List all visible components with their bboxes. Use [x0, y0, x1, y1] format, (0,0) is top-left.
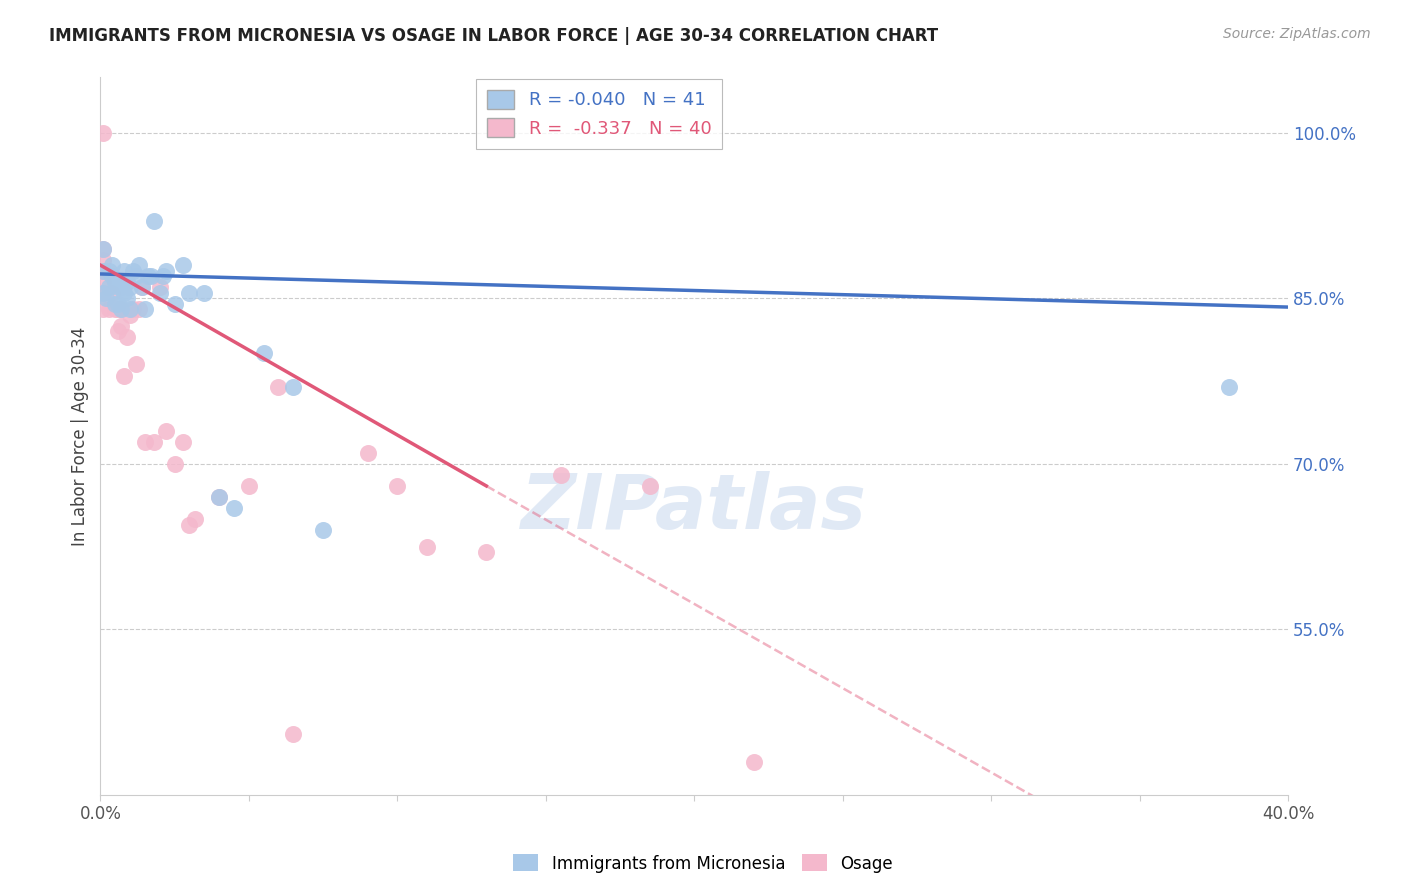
Point [128, 302, 150, 317]
Point [101, 258, 124, 272]
Point [91, 242, 114, 256]
Point [136, 269, 159, 284]
Point [283, 727, 305, 741]
Point [91, 285, 114, 300]
Point [283, 379, 305, 393]
Point [142, 434, 165, 449]
Point [125, 358, 148, 372]
Point [139, 269, 162, 284]
Point [118, 308, 141, 322]
Point [184, 512, 207, 526]
Point [91, 126, 114, 140]
Point [152, 269, 174, 284]
Point [312, 523, 335, 537]
Text: ZIPatlas: ZIPatlas [522, 471, 868, 545]
Point [155, 263, 177, 277]
Point [110, 302, 132, 317]
Point [101, 285, 124, 300]
Point [149, 280, 172, 294]
Point [91, 252, 114, 267]
Point [110, 280, 132, 294]
Legend: Immigrants from Micronesia, Osage: Immigrants from Micronesia, Osage [506, 847, 900, 880]
Point [91, 275, 114, 289]
Point [104, 275, 127, 289]
Point [96, 291, 118, 305]
Point [222, 501, 245, 516]
Point [104, 302, 127, 317]
Point [179, 517, 201, 532]
Point [91, 285, 114, 300]
Point [112, 263, 135, 277]
Point [638, 479, 661, 493]
Point [163, 457, 186, 471]
Point [107, 324, 129, 338]
Point [238, 479, 260, 493]
Point [163, 297, 186, 311]
Point [173, 258, 195, 272]
Point [134, 434, 156, 449]
Point [142, 214, 165, 228]
Point [149, 285, 172, 300]
Point [134, 302, 156, 317]
Point [387, 479, 409, 493]
Point [125, 269, 148, 284]
Point [112, 368, 135, 383]
Point [122, 263, 145, 277]
Point [118, 302, 141, 317]
Point [98, 302, 121, 317]
Point [112, 285, 135, 300]
Point [475, 545, 498, 559]
Point [91, 263, 114, 277]
Point [155, 424, 177, 438]
Y-axis label: In Labor Force | Age 30-34: In Labor Force | Age 30-34 [72, 326, 89, 546]
Point [742, 755, 765, 769]
Point [416, 540, 439, 554]
Point [107, 297, 129, 311]
Point [356, 446, 378, 460]
Point [193, 285, 215, 300]
Point [115, 275, 138, 289]
Point [91, 302, 114, 317]
Point [208, 490, 231, 504]
Point [104, 297, 127, 311]
Point [550, 467, 572, 482]
Point [173, 434, 195, 449]
Point [115, 291, 138, 305]
Point [1218, 379, 1240, 393]
Point [98, 263, 121, 277]
Legend: R = -0.040   N = 41, R =  -0.337   N = 40: R = -0.040 N = 41, R = -0.337 N = 40 [477, 79, 723, 149]
Point [101, 269, 124, 284]
Point [131, 280, 153, 294]
Point [91, 242, 114, 256]
Point [131, 280, 153, 294]
Point [128, 258, 150, 272]
Point [107, 280, 129, 294]
Point [179, 285, 201, 300]
Point [98, 280, 121, 294]
Point [115, 330, 138, 344]
Point [91, 263, 114, 277]
Point [107, 302, 129, 317]
Point [122, 302, 145, 317]
Point [110, 318, 132, 333]
Point [208, 490, 231, 504]
Text: IMMIGRANTS FROM MICRONESIA VS OSAGE IN LABOR FORCE | AGE 30-34 CORRELATION CHART: IMMIGRANTS FROM MICRONESIA VS OSAGE IN L… [49, 27, 938, 45]
Point [110, 302, 132, 317]
Point [118, 280, 141, 294]
Point [267, 379, 290, 393]
Point [253, 346, 276, 360]
Text: Source: ZipAtlas.com: Source: ZipAtlas.com [1223, 27, 1371, 41]
